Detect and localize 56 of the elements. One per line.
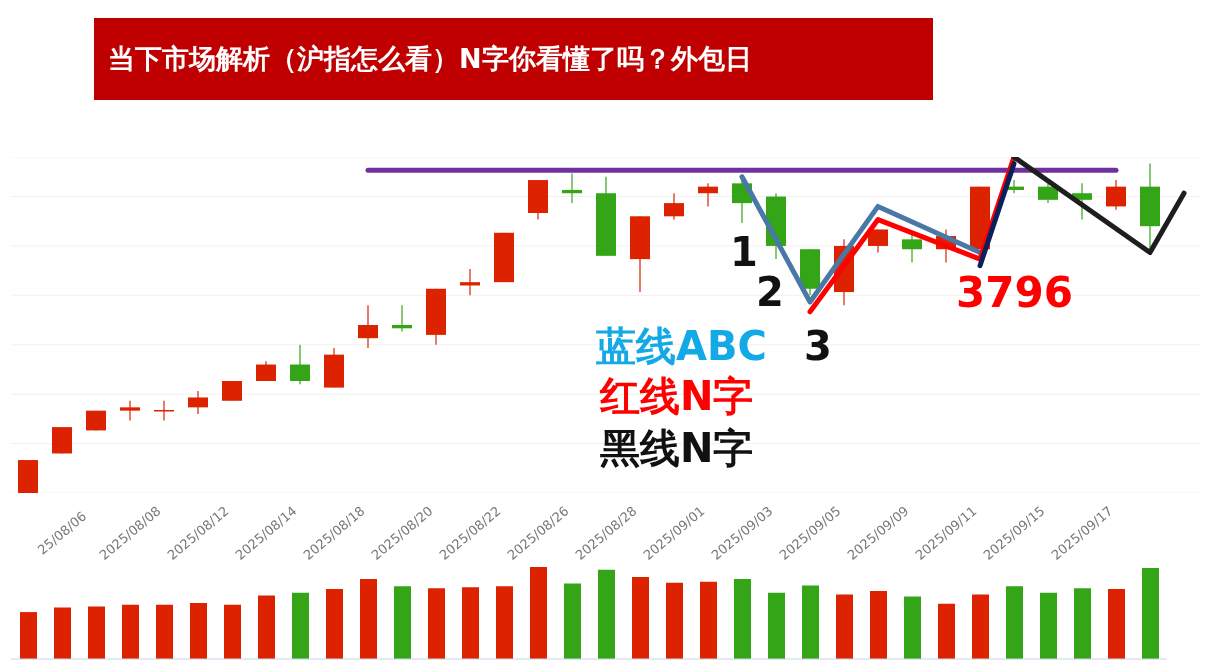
bar (972, 594, 989, 659)
bar (530, 567, 547, 659)
candlestick (188, 390, 208, 415)
annotation: 3796 (956, 268, 1073, 317)
bar (54, 607, 71, 659)
bar (598, 569, 615, 659)
bar (156, 604, 173, 659)
candlestick (222, 380, 242, 402)
candlestick (392, 304, 412, 333)
bar (88, 606, 105, 659)
bar (870, 590, 887, 659)
candlestick (698, 182, 718, 208)
bar (394, 586, 411, 659)
candlestick (902, 232, 922, 264)
bar (802, 585, 819, 659)
annotation: 3 (804, 323, 832, 369)
bar (258, 595, 275, 659)
bar (1142, 567, 1159, 659)
bar (1108, 589, 1125, 659)
bar (190, 602, 207, 659)
bar (326, 589, 343, 659)
bar (292, 592, 309, 659)
bar (496, 586, 513, 659)
annotation: 黑线N字 (600, 425, 754, 471)
bar (938, 603, 955, 659)
bar (836, 594, 853, 659)
annotation: 2 (756, 269, 784, 315)
bar (768, 592, 785, 659)
candlestick (1038, 182, 1058, 204)
bar (734, 578, 751, 659)
bar (20, 612, 37, 659)
bar (1040, 592, 1057, 659)
candlestick (290, 344, 310, 385)
candlestick (1106, 179, 1126, 211)
annotation: 蓝线ABC (596, 323, 767, 369)
bar (428, 588, 445, 659)
candlestick (868, 228, 888, 254)
bar (462, 587, 479, 659)
bar (224, 604, 241, 659)
bar (632, 577, 649, 659)
chart-title: 当下市场解析（沪指怎么看）N字你看懂了吗？外包日 (94, 18, 933, 100)
bar (564, 583, 581, 659)
candlestick (562, 172, 582, 204)
candlestick (460, 268, 480, 296)
candlestick (358, 304, 378, 349)
bar (1074, 588, 1091, 659)
annotation: 红线N字 (600, 373, 754, 419)
annotation: 1 (730, 229, 758, 275)
bar (1006, 586, 1023, 659)
bar (700, 581, 717, 659)
bar (904, 596, 921, 659)
bar (360, 578, 377, 659)
candlestick (120, 400, 140, 422)
bar (122, 604, 139, 659)
candlestick (664, 192, 684, 221)
bar (666, 582, 683, 659)
